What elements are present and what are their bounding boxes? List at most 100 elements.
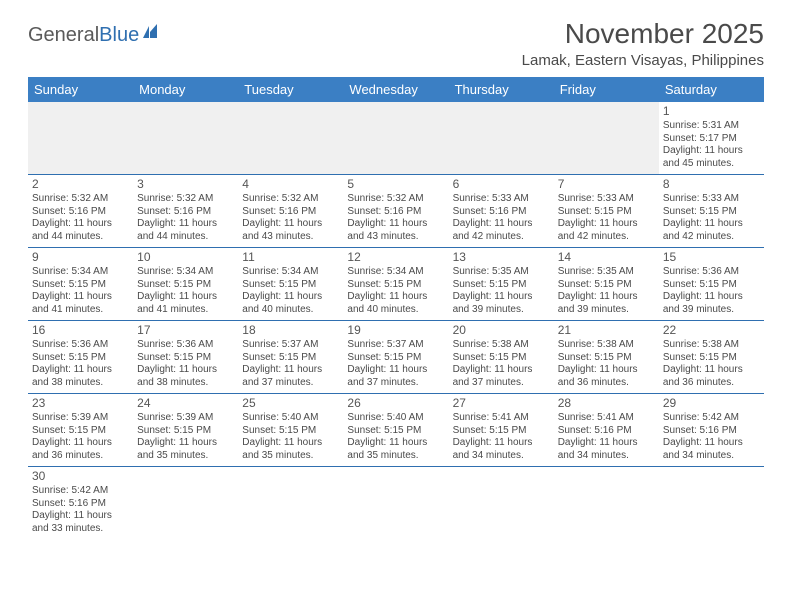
day-detail-sunrise: Sunrise: 5:41 AM: [558, 412, 655, 425]
day-detail-sunset: Sunset: 5:16 PM: [137, 206, 234, 219]
day-number: 7: [558, 177, 655, 192]
day-detail-sunset: Sunset: 5:15 PM: [558, 206, 655, 219]
day-cell: 24Sunrise: 5:39 AMSunset: 5:15 PMDayligh…: [133, 394, 238, 466]
title-block: November 2025 Lamak, Eastern Visayas, Ph…: [522, 18, 764, 69]
day-detail-day1: Daylight: 11 hours: [347, 218, 444, 231]
logo: GeneralBlue: [28, 18, 165, 47]
day-detail-day1: Daylight: 11 hours: [242, 437, 339, 450]
day-detail-sunrise: Sunrise: 5:37 AM: [242, 339, 339, 352]
day-cell: 18Sunrise: 5:37 AMSunset: 5:15 PMDayligh…: [238, 321, 343, 393]
day-detail-day1: Daylight: 11 hours: [137, 218, 234, 231]
day-detail-sunrise: Sunrise: 5:39 AM: [137, 412, 234, 425]
day-detail-sunrise: Sunrise: 5:32 AM: [32, 193, 129, 206]
day-detail-day1: Daylight: 11 hours: [558, 218, 655, 231]
day-detail-sunrise: Sunrise: 5:40 AM: [242, 412, 339, 425]
day-detail-day1: Daylight: 11 hours: [347, 291, 444, 304]
day-header: Thursday: [449, 77, 554, 102]
day-cell: 29Sunrise: 5:42 AMSunset: 5:16 PMDayligh…: [659, 394, 764, 466]
day-number: 18: [242, 323, 339, 338]
day-detail-sunset: Sunset: 5:15 PM: [453, 425, 550, 438]
week-row: 1Sunrise: 5:31 AMSunset: 5:17 PMDaylight…: [28, 102, 764, 175]
header-row: GeneralBlue November 2025 Lamak, Eastern…: [28, 18, 764, 69]
day-detail-day1: Daylight: 11 hours: [32, 510, 129, 523]
day-cell: 3Sunrise: 5:32 AMSunset: 5:16 PMDaylight…: [133, 175, 238, 247]
day-detail-day2: and 40 minutes.: [242, 304, 339, 317]
day-detail-day2: and 39 minutes.: [558, 304, 655, 317]
day-detail-sunset: Sunset: 5:17 PM: [663, 133, 760, 146]
day-number: 10: [137, 250, 234, 265]
location-subtitle: Lamak, Eastern Visayas, Philippines: [522, 52, 764, 69]
day-cell: 2Sunrise: 5:32 AMSunset: 5:16 PMDaylight…: [28, 175, 133, 247]
day-detail-sunrise: Sunrise: 5:40 AM: [347, 412, 444, 425]
week-row: 9Sunrise: 5:34 AMSunset: 5:15 PMDaylight…: [28, 248, 764, 321]
day-detail-day1: Daylight: 11 hours: [32, 364, 129, 377]
day-detail-day1: Daylight: 11 hours: [663, 291, 760, 304]
day-detail-sunrise: Sunrise: 5:38 AM: [558, 339, 655, 352]
day-detail-day2: and 41 minutes.: [32, 304, 129, 317]
day-number: 13: [453, 250, 550, 265]
flag-icon: [143, 24, 165, 45]
day-detail-day1: Daylight: 11 hours: [663, 437, 760, 450]
day-cell: 21Sunrise: 5:38 AMSunset: 5:15 PMDayligh…: [554, 321, 659, 393]
day-detail-sunset: Sunset: 5:15 PM: [453, 279, 550, 292]
day-detail-day1: Daylight: 11 hours: [32, 291, 129, 304]
day-detail-day1: Daylight: 11 hours: [32, 437, 129, 450]
day-detail-sunset: Sunset: 5:15 PM: [663, 279, 760, 292]
empty-cell: [554, 102, 659, 174]
day-cell: 6Sunrise: 5:33 AMSunset: 5:16 PMDaylight…: [449, 175, 554, 247]
day-detail-sunset: Sunset: 5:16 PM: [347, 206, 444, 219]
day-detail-day1: Daylight: 11 hours: [663, 218, 760, 231]
day-detail-day2: and 37 minutes.: [242, 377, 339, 390]
day-detail-sunset: Sunset: 5:15 PM: [137, 352, 234, 365]
day-detail-day2: and 39 minutes.: [453, 304, 550, 317]
day-detail-sunset: Sunset: 5:15 PM: [242, 425, 339, 438]
day-detail-day1: Daylight: 11 hours: [347, 364, 444, 377]
day-cell: 8Sunrise: 5:33 AMSunset: 5:15 PMDaylight…: [659, 175, 764, 247]
day-cell: 9Sunrise: 5:34 AMSunset: 5:15 PMDaylight…: [28, 248, 133, 320]
day-cell: 15Sunrise: 5:36 AMSunset: 5:15 PMDayligh…: [659, 248, 764, 320]
day-cell: 30Sunrise: 5:42 AMSunset: 5:16 PMDayligh…: [28, 467, 133, 539]
day-detail-day1: Daylight: 11 hours: [242, 218, 339, 231]
day-detail-sunset: Sunset: 5:15 PM: [453, 352, 550, 365]
day-detail-sunrise: Sunrise: 5:33 AM: [453, 193, 550, 206]
week-row: 23Sunrise: 5:39 AMSunset: 5:15 PMDayligh…: [28, 394, 764, 467]
day-detail-sunrise: Sunrise: 5:42 AM: [32, 485, 129, 498]
day-detail-day2: and 45 minutes.: [663, 158, 760, 171]
day-detail-sunset: Sunset: 5:15 PM: [32, 352, 129, 365]
week-row: 16Sunrise: 5:36 AMSunset: 5:15 PMDayligh…: [28, 321, 764, 394]
calendar-page: GeneralBlue November 2025 Lamak, Eastern…: [0, 0, 792, 549]
day-detail-sunrise: Sunrise: 5:32 AM: [137, 193, 234, 206]
empty-cell: [238, 467, 343, 539]
empty-cell: [343, 467, 448, 539]
day-number: 8: [663, 177, 760, 192]
empty-cell: [238, 102, 343, 174]
day-detail-sunset: Sunset: 5:16 PM: [32, 498, 129, 511]
day-detail-day2: and 36 minutes.: [558, 377, 655, 390]
day-cell: 20Sunrise: 5:38 AMSunset: 5:15 PMDayligh…: [449, 321, 554, 393]
day-number: 23: [32, 396, 129, 411]
week-row: 30Sunrise: 5:42 AMSunset: 5:16 PMDayligh…: [28, 467, 764, 539]
day-detail-sunrise: Sunrise: 5:36 AM: [137, 339, 234, 352]
day-detail-sunrise: Sunrise: 5:31 AM: [663, 120, 760, 133]
day-number: 27: [453, 396, 550, 411]
day-detail-sunrise: Sunrise: 5:36 AM: [32, 339, 129, 352]
day-cell: 4Sunrise: 5:32 AMSunset: 5:16 PMDaylight…: [238, 175, 343, 247]
day-header: Sunday: [28, 77, 133, 102]
logo-text-general: General: [28, 24, 99, 47]
day-detail-sunrise: Sunrise: 5:39 AM: [32, 412, 129, 425]
day-detail-sunset: Sunset: 5:15 PM: [137, 279, 234, 292]
day-header: Wednesday: [343, 77, 448, 102]
day-detail-day2: and 43 minutes.: [242, 231, 339, 244]
day-number: 6: [453, 177, 550, 192]
day-number: 17: [137, 323, 234, 338]
day-detail-sunset: Sunset: 5:15 PM: [663, 206, 760, 219]
day-number: 5: [347, 177, 444, 192]
day-detail-day1: Daylight: 11 hours: [32, 218, 129, 231]
day-detail-sunrise: Sunrise: 5:34 AM: [32, 266, 129, 279]
day-number: 30: [32, 469, 129, 484]
empty-cell: [343, 102, 448, 174]
day-detail-sunset: Sunset: 5:15 PM: [137, 425, 234, 438]
day-detail-sunset: Sunset: 5:16 PM: [32, 206, 129, 219]
empty-cell: [659, 467, 764, 539]
logo-text-blue: Blue: [99, 24, 139, 47]
